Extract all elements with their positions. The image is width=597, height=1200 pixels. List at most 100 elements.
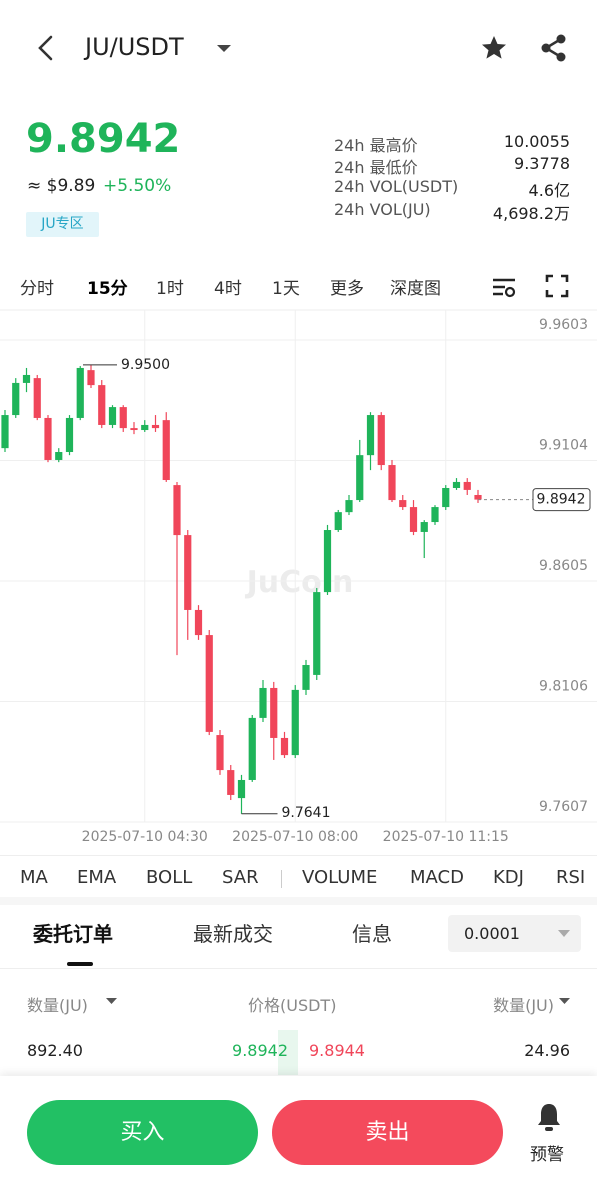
alert-bell[interactable]	[536, 1102, 562, 1132]
indicator-tab[interactable]: MACD	[410, 867, 464, 888]
candle-body	[141, 424, 149, 431]
candle-body	[44, 417, 52, 460]
orderbook-header[interactable]: 数量(JU)	[27, 996, 88, 1015]
candle-body	[173, 485, 181, 536]
timeframe-tab[interactable]: 1时	[156, 279, 184, 299]
bid-amount: 892.40	[27, 1041, 83, 1060]
alert-label[interactable]: 预警	[530, 1145, 564, 1165]
share-button[interactable]	[539, 33, 569, 63]
indicator-separator	[281, 870, 282, 888]
zone-badge[interactable]: JU专区	[26, 212, 99, 237]
precision-caret	[558, 930, 570, 937]
stat-value: 4,698.2万	[492, 204, 570, 223]
stat-value: 9.3778	[514, 154, 570, 173]
price-change: +5.50%	[103, 176, 172, 196]
x-tick-label: 2025-07-10 11:15	[383, 829, 509, 845]
candle-body	[22, 374, 31, 383]
y-tick-label: 9.9104	[539, 437, 588, 453]
indicator-tab[interactable]: RSI	[556, 867, 586, 888]
header-caret	[559, 998, 570, 1004]
high-label: 9.9500	[121, 357, 170, 373]
tab-active[interactable]: 委托订单	[33, 922, 113, 946]
candle-body	[345, 500, 353, 513]
usd-price: ≈ $9.89	[27, 176, 96, 196]
candle-body	[431, 507, 439, 523]
timeframe-tab[interactable]: 4时	[214, 279, 242, 299]
candle-body	[237, 779, 246, 799]
pair-title[interactable]: JU/USDT	[85, 33, 184, 61]
candle-body	[377, 415, 385, 466]
candle-body	[474, 494, 482, 500]
y-tick-label: 9.9603	[539, 317, 588, 333]
candle-body	[399, 500, 407, 508]
candle-body	[119, 407, 127, 429]
stat-label: 24h 最低价	[334, 158, 418, 177]
last-price-label: 9.8942	[537, 492, 586, 508]
divider	[0, 968, 597, 969]
indicator-tab[interactable]: VOLUME	[302, 867, 378, 888]
candle-body	[452, 481, 461, 488]
candle-body	[151, 424, 160, 429]
timeframe-tab[interactable]: 更多	[330, 279, 364, 299]
stat-label: 24h VOL(JU)	[334, 200, 431, 219]
candle-body	[259, 687, 267, 718]
indicator-tab[interactable]: MA	[20, 867, 48, 888]
ask-price: 9.8944	[309, 1041, 365, 1060]
timeframe-tab[interactable]: 分时	[20, 279, 54, 299]
candle-body	[98, 385, 106, 425]
divider	[0, 855, 597, 856]
candle-body	[409, 507, 418, 532]
candle-body	[76, 367, 84, 418]
favorite-star[interactable]	[480, 34, 508, 62]
precision-value: 0.0001	[464, 924, 520, 943]
bid-price: 9.8942	[232, 1041, 288, 1060]
candle-body	[184, 535, 192, 610]
candle-body	[216, 735, 224, 771]
candle-body	[55, 452, 63, 460]
indicator-tab[interactable]: EMA	[77, 867, 117, 888]
sell-button[interactable]: 卖出	[272, 1100, 503, 1165]
last-price-box	[532, 488, 591, 512]
indicator-tab[interactable]: KDJ	[493, 867, 524, 888]
timeframe-tab-active[interactable]: 15分	[87, 279, 128, 299]
buy-button[interactable]: 买入	[27, 1100, 258, 1165]
indicator-tab[interactable]: SAR	[222, 867, 259, 888]
orderbook-header[interactable]: 数量(JU)	[493, 996, 554, 1015]
candle-body	[162, 420, 170, 481]
candle-body	[291, 689, 299, 756]
stat-value: 10.0055	[503, 132, 570, 151]
candle-body	[313, 592, 321, 675]
pair-dropdown[interactable]	[216, 44, 232, 54]
tab[interactable]: 信息	[352, 922, 392, 946]
stat-label: 24h 最高价	[334, 136, 418, 155]
back-button[interactable]	[34, 34, 56, 62]
candle-body	[323, 530, 332, 593]
stat-label: 24h VOL(USDT)	[334, 177, 459, 196]
tab[interactable]: 最新成交	[193, 922, 273, 946]
orderbook-header: 价格(USDT)	[248, 996, 337, 1015]
timeframe-tab[interactable]: 深度图	[390, 279, 441, 299]
low-label: 9.7641	[282, 805, 331, 821]
y-tick-label: 9.8605	[539, 558, 588, 574]
candle-body	[388, 465, 396, 501]
candle-body	[65, 417, 74, 453]
candle-body	[420, 522, 428, 532]
depth-bar	[278, 1030, 298, 1075]
precision-select[interactable]: 0.0001	[448, 915, 581, 952]
candle-body	[108, 407, 117, 425]
fullscreen-icon[interactable]	[545, 274, 569, 298]
indicator-tab[interactable]: BOLL	[146, 867, 193, 888]
ask-amount: 24.96	[524, 1041, 570, 1060]
header-caret	[106, 998, 117, 1004]
chart-settings-icon[interactable]	[491, 276, 517, 298]
timeframe-tab[interactable]: 1天	[272, 279, 300, 299]
candle-body	[366, 415, 375, 456]
candle-body	[334, 512, 342, 531]
tab-underline	[67, 962, 93, 966]
candle-body	[270, 687, 278, 738]
candle-body	[205, 635, 213, 732]
candle-body	[130, 428, 138, 431]
candle-body	[280, 737, 289, 756]
x-tick-label: 2025-07-10 04:30	[82, 829, 208, 845]
